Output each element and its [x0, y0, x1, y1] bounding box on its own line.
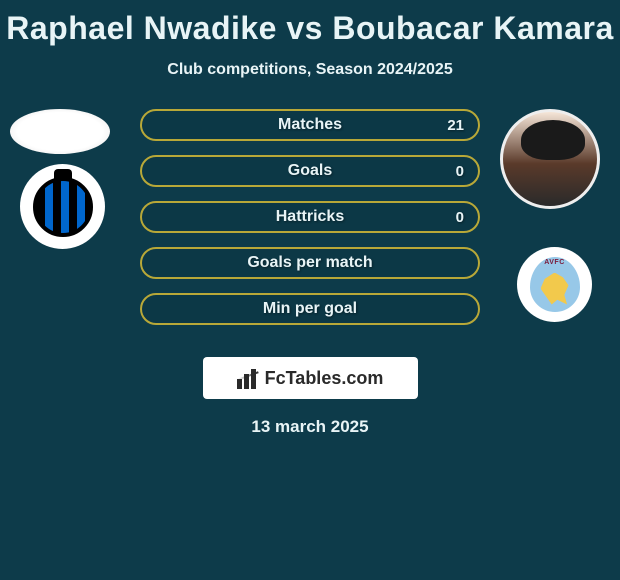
branding-text: FcTables.com [265, 368, 384, 389]
stat-row: Matches 21 [140, 109, 480, 141]
stat-row: Min per goal [140, 293, 480, 325]
club-brugge-icon [33, 177, 93, 237]
player-left-avatar [10, 109, 110, 154]
villa-badge-text: AVFC [544, 259, 565, 266]
stat-value-right: 21 [447, 117, 464, 134]
stat-value-right: 0 [456, 163, 464, 180]
comparison-panel: AVFC Matches 21 Goals 0 Hattricks 0 Goal… [0, 109, 620, 349]
stat-value-right: 0 [456, 209, 464, 226]
player-right-avatar [500, 109, 600, 209]
stat-label: Hattricks [276, 208, 344, 226]
stat-row: Goals per match [140, 247, 480, 279]
snapshot-date: 13 march 2025 [0, 417, 620, 437]
branding-box: FcTables.com [203, 357, 418, 399]
page-title: Raphael Nwadike vs Boubacar Kamara [0, 0, 620, 47]
stat-label: Matches [278, 116, 342, 134]
stats-list: Matches 21 Goals 0 Hattricks 0 Goals per… [140, 109, 480, 339]
stat-label: Goals per match [247, 254, 372, 272]
subtitle: Club competitions, Season 2024/2025 [0, 61, 620, 79]
stat-row: Hattricks 0 [140, 201, 480, 233]
stat-label: Goals [288, 162, 332, 180]
stat-label: Min per goal [263, 300, 357, 318]
stat-row: Goals 0 [140, 155, 480, 187]
aston-villa-icon: AVFC [530, 257, 580, 312]
chart-icon [237, 367, 259, 389]
player-left-club-badge [20, 164, 105, 249]
player-right-club-badge: AVFC [517, 247, 592, 322]
lion-icon [541, 273, 569, 305]
